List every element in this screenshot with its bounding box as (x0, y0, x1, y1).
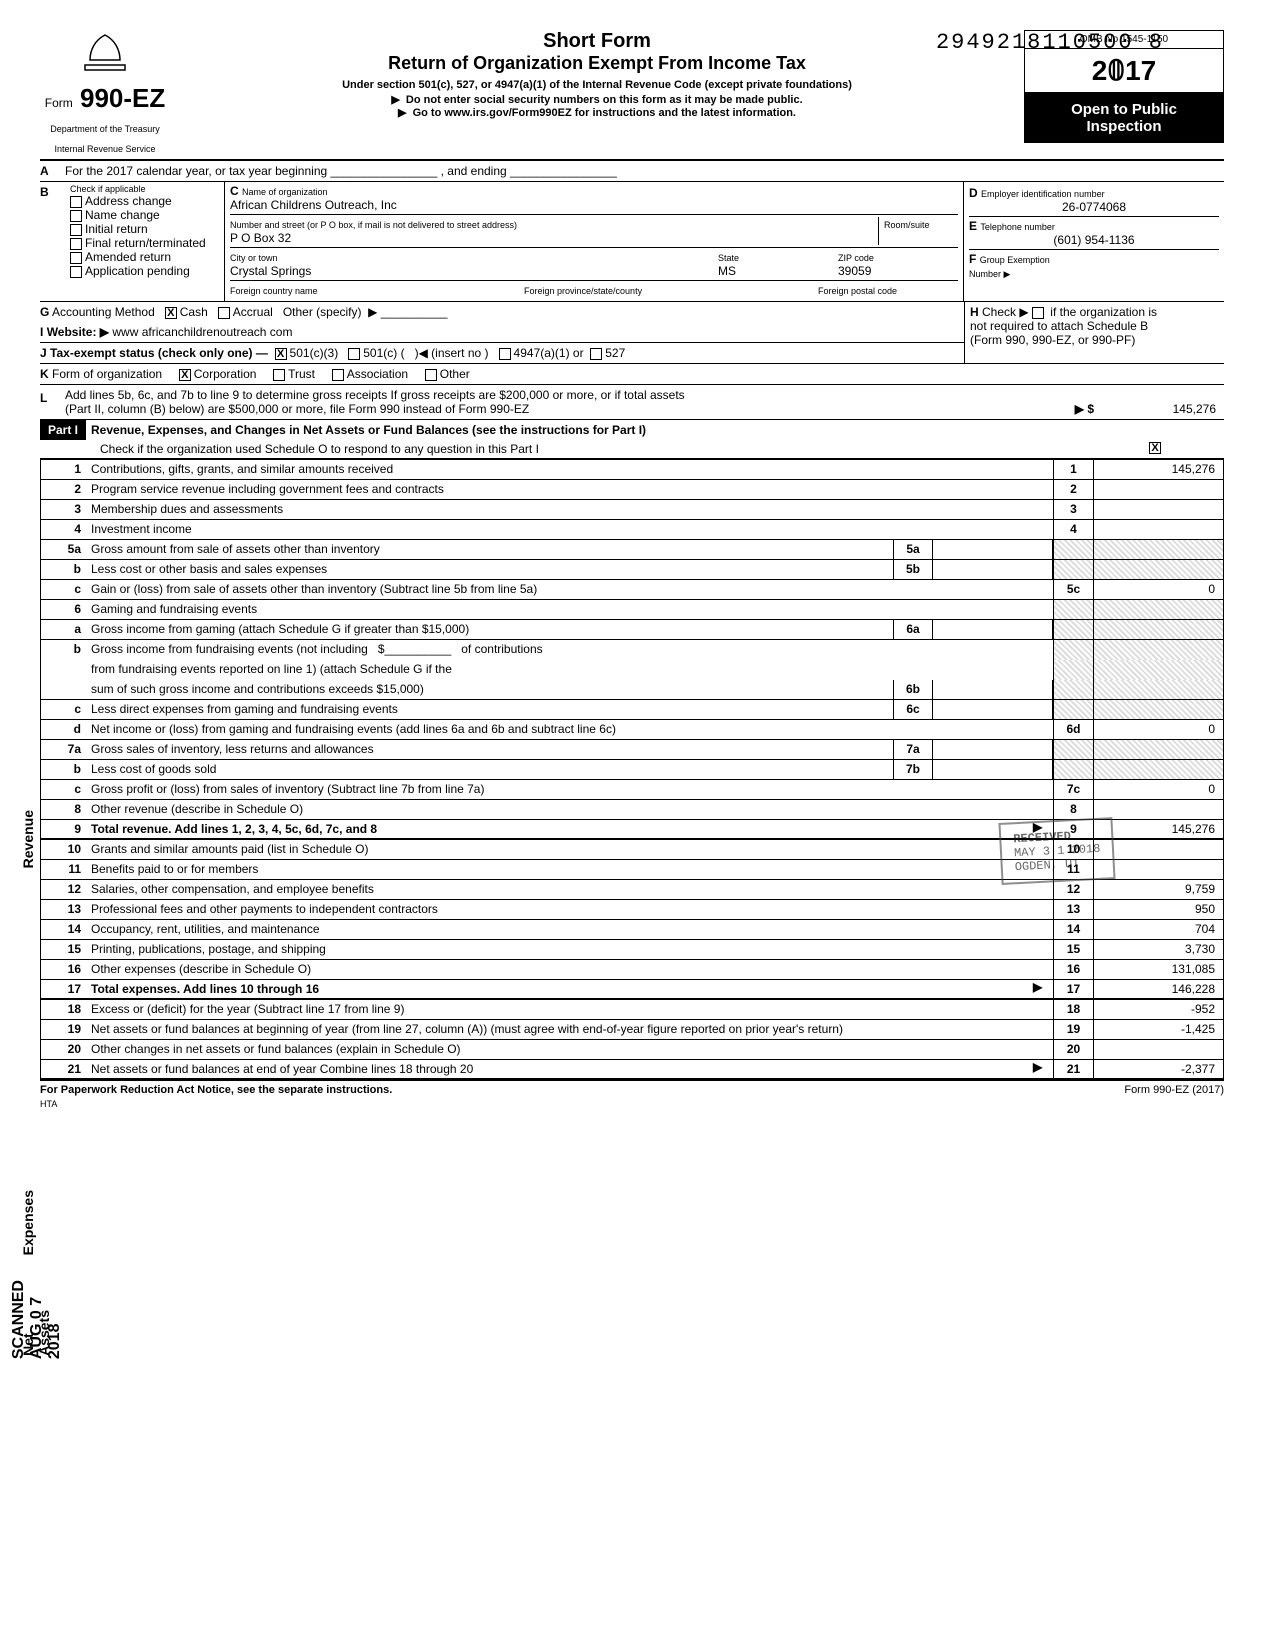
logo-cell: Form 990-EZ Department of the Treasury I… (40, 30, 170, 154)
cb-final-return[interactable]: Final return/terminated (70, 236, 219, 250)
received-stamp: RECEIVED MAY 3 1 2018 OGDEN, UT (998, 817, 1116, 885)
city: Crystal Springs (230, 264, 311, 278)
cb-corp[interactable] (179, 369, 191, 381)
open-public: Open to Public Inspection (1024, 93, 1224, 143)
cb-other-org[interactable] (425, 369, 437, 381)
cb-h[interactable] (1032, 307, 1044, 319)
cb-527[interactable] (590, 348, 602, 360)
lines-table: 1Contributions, gifts, grants, and simil… (40, 459, 1224, 1081)
side-revenue: Revenue (20, 810, 36, 868)
irs-eagle-icon (75, 30, 135, 80)
phone: (601) 954-1136 (969, 233, 1219, 247)
title-return: Return of Organization Exempt From Incom… (180, 53, 1014, 74)
dept-irs: Internal Revenue Service (40, 144, 170, 154)
ein: 26-0774068 (969, 200, 1219, 214)
part1-header: Part I Revenue, Expenses, and Changes in… (40, 420, 1224, 459)
org-name: African Childrens Outreach, Inc (230, 198, 397, 212)
ghij-block: G Accounting Method Cash Accrual Other (… (40, 302, 1224, 364)
cb-name-change[interactable]: Name change (70, 208, 219, 222)
cb-pending[interactable]: Application pending (70, 264, 219, 278)
zip: 39059 (838, 264, 871, 278)
col-b: Check if applicable Address change Name … (65, 182, 225, 301)
line-k: K Form of organization Corporation Trust… (40, 364, 1224, 385)
cb-address-change[interactable]: Address change (70, 194, 219, 208)
cb-initial-return[interactable]: Initial return (70, 222, 219, 236)
cb-assoc[interactable] (332, 369, 344, 381)
cb-501c[interactable] (348, 348, 360, 360)
dept-treasury: Department of the Treasury (40, 124, 170, 134)
hta: HTA (40, 1099, 1224, 1109)
scanned-stamp: SCANNED AUG 0 7 2018 (10, 1280, 64, 1359)
cb-501c3[interactable] (275, 348, 287, 360)
title-cell: Short Form Return of Organization Exempt… (180, 30, 1014, 154)
subtitle: Under section 501(c), 527, or 4947(a)(1)… (180, 79, 1014, 91)
street: P O Box 32 (230, 231, 291, 245)
footer: For Paperwork Reduction Act Notice, see … (40, 1081, 1224, 1099)
cb-accrual[interactable] (218, 307, 230, 319)
cb-trust[interactable] (273, 369, 285, 381)
title-short-form: Short Form (180, 30, 1014, 53)
ssn-warning: ▶ Do not enter social security numbers o… (180, 93, 1014, 106)
form-number: Form 990-EZ (40, 83, 170, 114)
goto-line: ▶ Go to www.irs.gov/Form990EZ for instru… (180, 106, 1014, 119)
part1-label: Part I (40, 420, 86, 440)
cb-schedule-o[interactable] (1149, 442, 1161, 454)
tax-year: 2𝟘201717 (1024, 49, 1224, 93)
side-expenses: Expenses (20, 1190, 36, 1255)
state: MS (718, 264, 736, 278)
form-page: 2949218110500 8 Form 990-EZ Department o… (0, 0, 1264, 1139)
col-def: D Employer identification number 26-0774… (964, 182, 1224, 301)
line-l: L Add lines 5b, 6c, and 7b to line 9 to … (40, 385, 1224, 420)
cb-cash[interactable] (165, 307, 177, 319)
bcdef-block: B Check if applicable Address change Nam… (40, 182, 1224, 302)
col-c: C Name of organization African Childrens… (225, 182, 964, 301)
gross-receipts: 145,276 (1094, 402, 1224, 416)
website: www africanchildrenoutreach com (112, 325, 292, 339)
cb-amended[interactable]: Amended return (70, 250, 219, 264)
cb-4947[interactable] (499, 348, 511, 360)
line-a: A For the 2017 calendar year, or tax yea… (40, 161, 1224, 182)
barcode-number: 2949218110500 8 (936, 30, 1164, 55)
